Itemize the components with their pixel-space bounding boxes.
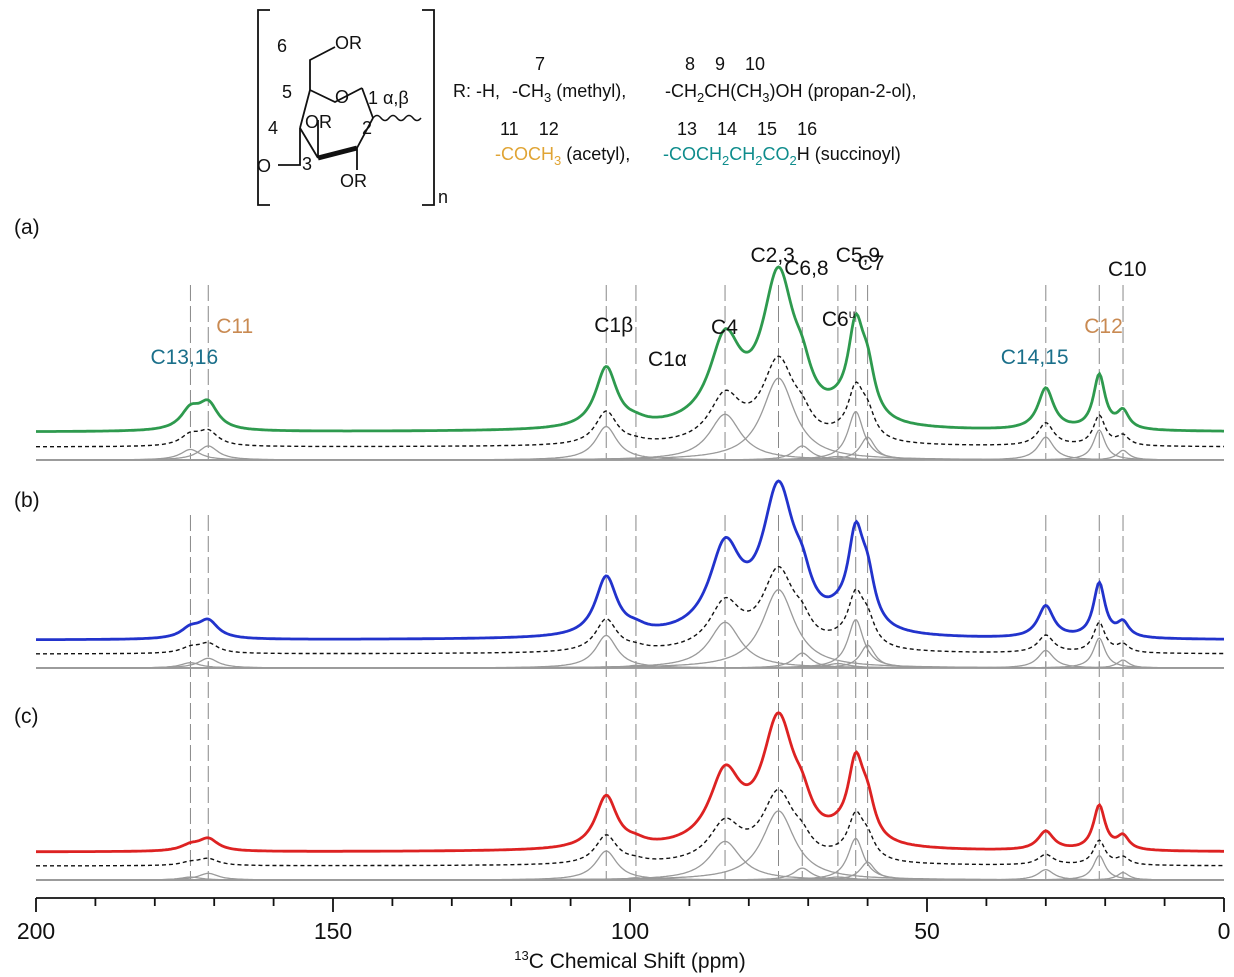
methyl-numbers: 7 xyxy=(535,54,545,74)
peak-guide-lines xyxy=(189,285,1124,880)
peak-label: C1α xyxy=(648,348,687,371)
succinoyl-group: -COCH2CH2CO2H (succinoyl) xyxy=(663,144,901,168)
fit-envelopes xyxy=(36,355,1224,867)
succinoyl-numbers: 13 14 15 16 xyxy=(677,119,817,139)
x-tick-label: 50 xyxy=(914,918,940,944)
ring-number-4: 4 xyxy=(268,118,278,138)
cellulose-structure: 6 5 4 3 2 1 α,β O O OR OR OR n R: -H, 7 … xyxy=(257,9,917,207)
peak-label: C2,3 xyxy=(751,244,795,267)
panel-label-a: (a) xyxy=(14,216,40,239)
ring-number-1: 1 α,β xyxy=(368,88,409,108)
peak-label: C5,9 xyxy=(836,244,880,267)
peak-labels: C13,16 C11 C1β C1α C4 C2,3C6,8 C6u C5,9C7 C14,15… xyxy=(150,244,1146,371)
panel-label-b: (b) xyxy=(14,489,40,512)
peak-label: C12 xyxy=(1084,315,1123,338)
acetyl-numbers: 11 12 xyxy=(500,119,559,139)
repeat-index: n xyxy=(438,187,448,207)
peak-label: C4 xyxy=(711,316,738,339)
peak-label: C13,16 xyxy=(150,346,218,369)
x-axis-label: 13C Chemical Shift (ppm) xyxy=(514,948,746,973)
peak-label: C6u xyxy=(822,307,856,331)
spectrum-c xyxy=(36,711,1224,854)
fit-components xyxy=(36,377,1225,881)
peak-label: C10 xyxy=(1108,258,1147,281)
ring-oxygen: O xyxy=(335,87,349,107)
x-tick-label: 150 xyxy=(314,918,352,944)
substituent-or-6: OR xyxy=(335,33,362,53)
fit-envelope xyxy=(36,788,1224,867)
substituent-or-3: OR xyxy=(305,112,332,132)
methyl-group: -CH3 (methyl), xyxy=(512,81,626,105)
substituent-or-2: OR xyxy=(340,171,367,191)
peak-label: C11 xyxy=(216,315,253,338)
x-tick-label: 0 xyxy=(1218,918,1231,944)
fit-envelope xyxy=(36,355,1224,448)
ring-number-2: 2 xyxy=(362,118,372,138)
peak-label: C14,15 xyxy=(1001,346,1069,369)
r-prefix: R: -H, xyxy=(453,81,500,101)
peak-label: C7 xyxy=(858,252,885,275)
ring-number-6: 6 xyxy=(277,36,287,56)
acetyl-group: -COCH3 (acetyl), xyxy=(495,144,630,168)
x-tick-label: 200 xyxy=(17,918,55,944)
ring-number-5: 5 xyxy=(282,82,292,102)
ring-glycosidic-oxygen: O xyxy=(257,156,271,176)
peak-label: C1β xyxy=(594,314,633,337)
x-tick-label: 100 xyxy=(611,918,649,944)
fit-envelope xyxy=(36,565,1224,655)
ring-number-3: 3 xyxy=(302,154,312,174)
spectrum-a xyxy=(36,265,1224,433)
spectrum-b xyxy=(36,479,1224,641)
x-axis-ticks: 200 150 100 50 0 xyxy=(17,898,1231,944)
spectra xyxy=(36,265,1224,854)
propanol-group: -CH2CH(CH3)OH (propan-2-ol), xyxy=(665,81,917,105)
peak-label: C6,8 xyxy=(784,257,828,280)
propanol-numbers: 8 9 10 xyxy=(685,54,765,74)
panel-label-c: (c) xyxy=(14,705,39,728)
